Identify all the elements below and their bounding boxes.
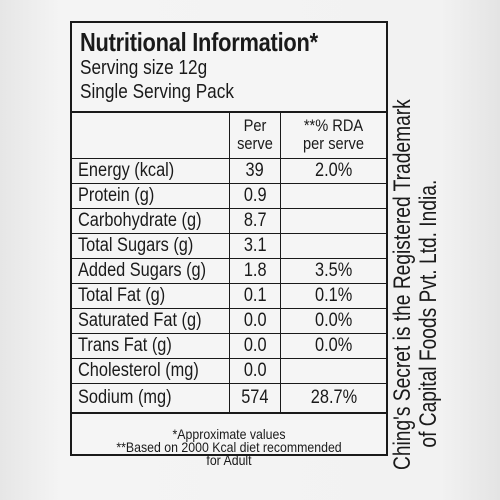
nutrient-name: Energy (kcal) bbox=[78, 160, 175, 181]
pack-type: Single Serving Pack bbox=[80, 81, 234, 103]
per-serve-value-cell: 0.1 bbox=[229, 284, 280, 308]
trademark-line2: of Capital Foods Pvt. Ltd. India. bbox=[415, 179, 442, 448]
rda-value-cell: 0.0% bbox=[280, 309, 386, 333]
nutrient-name-cell: Cholesterol (mg) bbox=[72, 359, 229, 383]
table-row: Energy (kcal) 39 2.0% bbox=[72, 159, 386, 184]
serving-size: Serving size 12g bbox=[80, 57, 208, 79]
rda-value-cell: 0.0% bbox=[280, 334, 386, 358]
header-rda: **% RDA per serve bbox=[280, 113, 386, 158]
rda-value-cell bbox=[280, 359, 386, 383]
header-per-serve: Per serve bbox=[229, 113, 280, 158]
per-serve-value: 574 bbox=[241, 387, 269, 408]
nutrient-name: Cholesterol (mg) bbox=[78, 360, 199, 381]
nutrient-name: Saturated Fat (g) bbox=[78, 310, 202, 331]
per-serve-value-cell: 8.7 bbox=[229, 209, 280, 233]
footnote-rda: **Based on 2000 Kcal diet recommended bbox=[116, 439, 342, 455]
nutrient-name-cell: Trans Fat (g) bbox=[72, 334, 229, 358]
trademark-text: Ching's Secret is the Registered Tradema… bbox=[389, 60, 460, 470]
rda-value: 0.1% bbox=[314, 285, 353, 306]
nutrient-name: Added Sugars (g) bbox=[78, 260, 207, 281]
per-serve-value: 0.9 bbox=[243, 185, 267, 206]
per-serve-value-cell: 0.0 bbox=[229, 309, 280, 333]
table-row: Carbohydrate (g) 8.7 bbox=[72, 209, 386, 234]
nutrient-name-cell: Protein (g) bbox=[72, 184, 229, 208]
rda-value: 3.5% bbox=[314, 260, 353, 281]
nutrition-table: Per serve **% RDA per serve Energy (kcal… bbox=[72, 111, 386, 414]
footnote-approx: *Approximate values bbox=[172, 426, 286, 442]
nutrient-name: Protein (g) bbox=[78, 185, 155, 206]
nutrient-name-cell: Carbohydrate (g) bbox=[72, 209, 229, 233]
header-name-cell bbox=[72, 113, 229, 158]
rda-value-cell: 28.7% bbox=[280, 384, 386, 412]
per-serve-value: 39 bbox=[245, 160, 265, 181]
header-per-line1: Per bbox=[243, 116, 267, 135]
footnotes: *Approximate values **Based on 2000 Kcal… bbox=[72, 426, 386, 468]
per-serve-value-cell: 3.1 bbox=[229, 234, 280, 258]
nutrient-name: Total Fat (g) bbox=[78, 285, 166, 306]
nutrient-name-cell: Total Fat (g) bbox=[72, 284, 229, 308]
header-rda-line1: **% RDA bbox=[303, 116, 364, 135]
rda-value: 28.7% bbox=[310, 387, 357, 408]
nutrient-name: Total Sugars (g) bbox=[78, 235, 194, 256]
per-serve-value: 3.1 bbox=[243, 235, 267, 256]
per-serve-value-cell: 0.0 bbox=[229, 334, 280, 358]
table-row: Sodium (mg) 574 28.7% bbox=[72, 384, 386, 414]
nutrient-name: Sodium (mg) bbox=[78, 387, 172, 408]
nutrient-name: Trans Fat (g) bbox=[78, 335, 172, 356]
per-serve-value: 1.8 bbox=[243, 260, 267, 281]
nutrition-label: Nutritional Information* Serving size 12… bbox=[70, 21, 388, 467]
nutrient-name: Carbohydrate (g) bbox=[78, 210, 202, 231]
rda-value: 0.0% bbox=[314, 310, 353, 331]
nutrient-name-cell: Added Sugars (g) bbox=[72, 259, 229, 283]
table-row: Added Sugars (g) 1.8 3.5% bbox=[72, 259, 386, 284]
rda-value-cell: 2.0% bbox=[280, 159, 386, 183]
nutrient-name-cell: Sodium (mg) bbox=[72, 384, 229, 412]
table-row: Trans Fat (g) 0.0 0.0% bbox=[72, 334, 386, 359]
table-header-row: Per serve **% RDA per serve bbox=[72, 113, 386, 159]
per-serve-value: 0.0 bbox=[243, 360, 267, 381]
nutrient-name-cell: Saturated Fat (g) bbox=[72, 309, 229, 333]
rda-value: 0.0% bbox=[314, 335, 353, 356]
rda-value-cell bbox=[280, 184, 386, 208]
rda-value-cell bbox=[280, 209, 386, 233]
table-row: Protein (g) 0.9 bbox=[72, 184, 386, 209]
per-serve-value: 0.1 bbox=[243, 285, 267, 306]
per-serve-value-cell: 39 bbox=[229, 159, 280, 183]
header-rda-line2: per serve bbox=[303, 134, 364, 153]
table-row: Saturated Fat (g) 0.0 0.0% bbox=[72, 309, 386, 334]
rda-value-cell: 0.1% bbox=[280, 284, 386, 308]
per-serve-value: 0.0 bbox=[243, 310, 267, 331]
rda-value: 2.0% bbox=[314, 160, 353, 181]
per-serve-value-cell: 1.8 bbox=[229, 259, 280, 283]
rda-value-cell bbox=[280, 234, 386, 258]
rda-value-cell: 3.5% bbox=[280, 259, 386, 283]
header-per-line2: serve bbox=[237, 134, 273, 153]
per-serve-value-cell: 0.9 bbox=[229, 184, 280, 208]
nutrient-name-cell: Total Sugars (g) bbox=[72, 234, 229, 258]
per-serve-value: 0.0 bbox=[243, 335, 267, 356]
per-serve-value-cell: 574 bbox=[229, 384, 280, 412]
per-serve-value-cell: 0.0 bbox=[229, 359, 280, 383]
label-title: Nutritional Information* bbox=[80, 27, 318, 57]
nutrient-name-cell: Energy (kcal) bbox=[72, 159, 229, 183]
per-serve-value: 8.7 bbox=[243, 210, 267, 231]
trademark-line1: Ching's Secret is the Registered Tradema… bbox=[389, 99, 416, 470]
table-row: Total Sugars (g) 3.1 bbox=[72, 234, 386, 259]
footnote-adult: for Adult bbox=[206, 452, 252, 468]
label-header: Nutritional Information* Serving size 12… bbox=[80, 29, 380, 104]
table-row: Total Fat (g) 0.1 0.1% bbox=[72, 284, 386, 309]
table-row: Cholesterol (mg) 0.0 bbox=[72, 359, 386, 384]
